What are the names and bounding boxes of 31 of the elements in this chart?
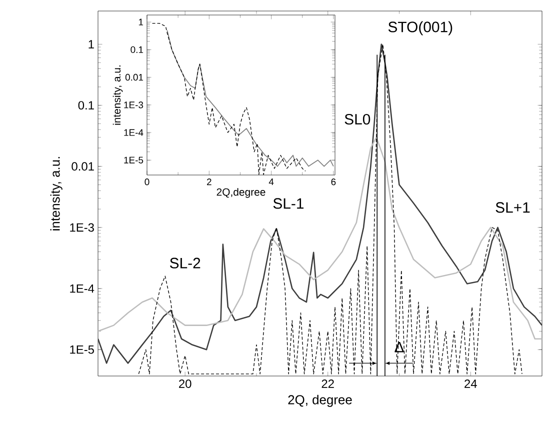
- y-tick-label: 1E-4: [124, 129, 144, 136]
- y-tick-label: 0.01: [125, 74, 144, 81]
- x-tick-label: 0: [144, 178, 150, 186]
- y-tick-label: 1E-5: [70, 345, 94, 354]
- y-tick-label: 1E-5: [124, 156, 144, 164]
- y-axis-title: intensity, a.u.: [112, 66, 123, 125]
- annotation: STO(001): [388, 21, 452, 36]
- y-tick-label: 1E-3: [70, 223, 94, 232]
- y-tick-label: 1E-4: [70, 284, 94, 293]
- x-axis-title: 2Q, degree: [288, 394, 352, 407]
- y-tick-label: 1: [138, 18, 144, 26]
- x-tick-label: 22: [322, 380, 334, 388]
- annotation: SL0: [344, 114, 370, 125]
- annotation: SL-2: [170, 258, 200, 268]
- y-axis-title: intensity, a.u.: [50, 157, 62, 230]
- y-tick-label: 1: [88, 40, 94, 48]
- annotation: SL+1: [496, 202, 530, 213]
- y-tick-label: 0.1: [130, 46, 144, 54]
- line-series: [166, 30, 334, 167]
- annotation: SL-1: [273, 198, 304, 209]
- x-tick-label: 2: [206, 178, 212, 186]
- x-tick-label: 4: [268, 178, 274, 186]
- x-tick-label: 24: [464, 380, 477, 388]
- y-tick-label: 1E-3: [124, 102, 144, 108]
- x-tick-label: 6: [331, 178, 336, 186]
- line-series: [98, 136, 542, 340]
- x-axis-title: 2Q,degree: [216, 188, 266, 198]
- y-tick-label: 0.01: [72, 162, 94, 171]
- line-series: [98, 44, 542, 364]
- y-tick-label: 0.1: [78, 101, 94, 110]
- x-tick-label: 20: [179, 380, 192, 388]
